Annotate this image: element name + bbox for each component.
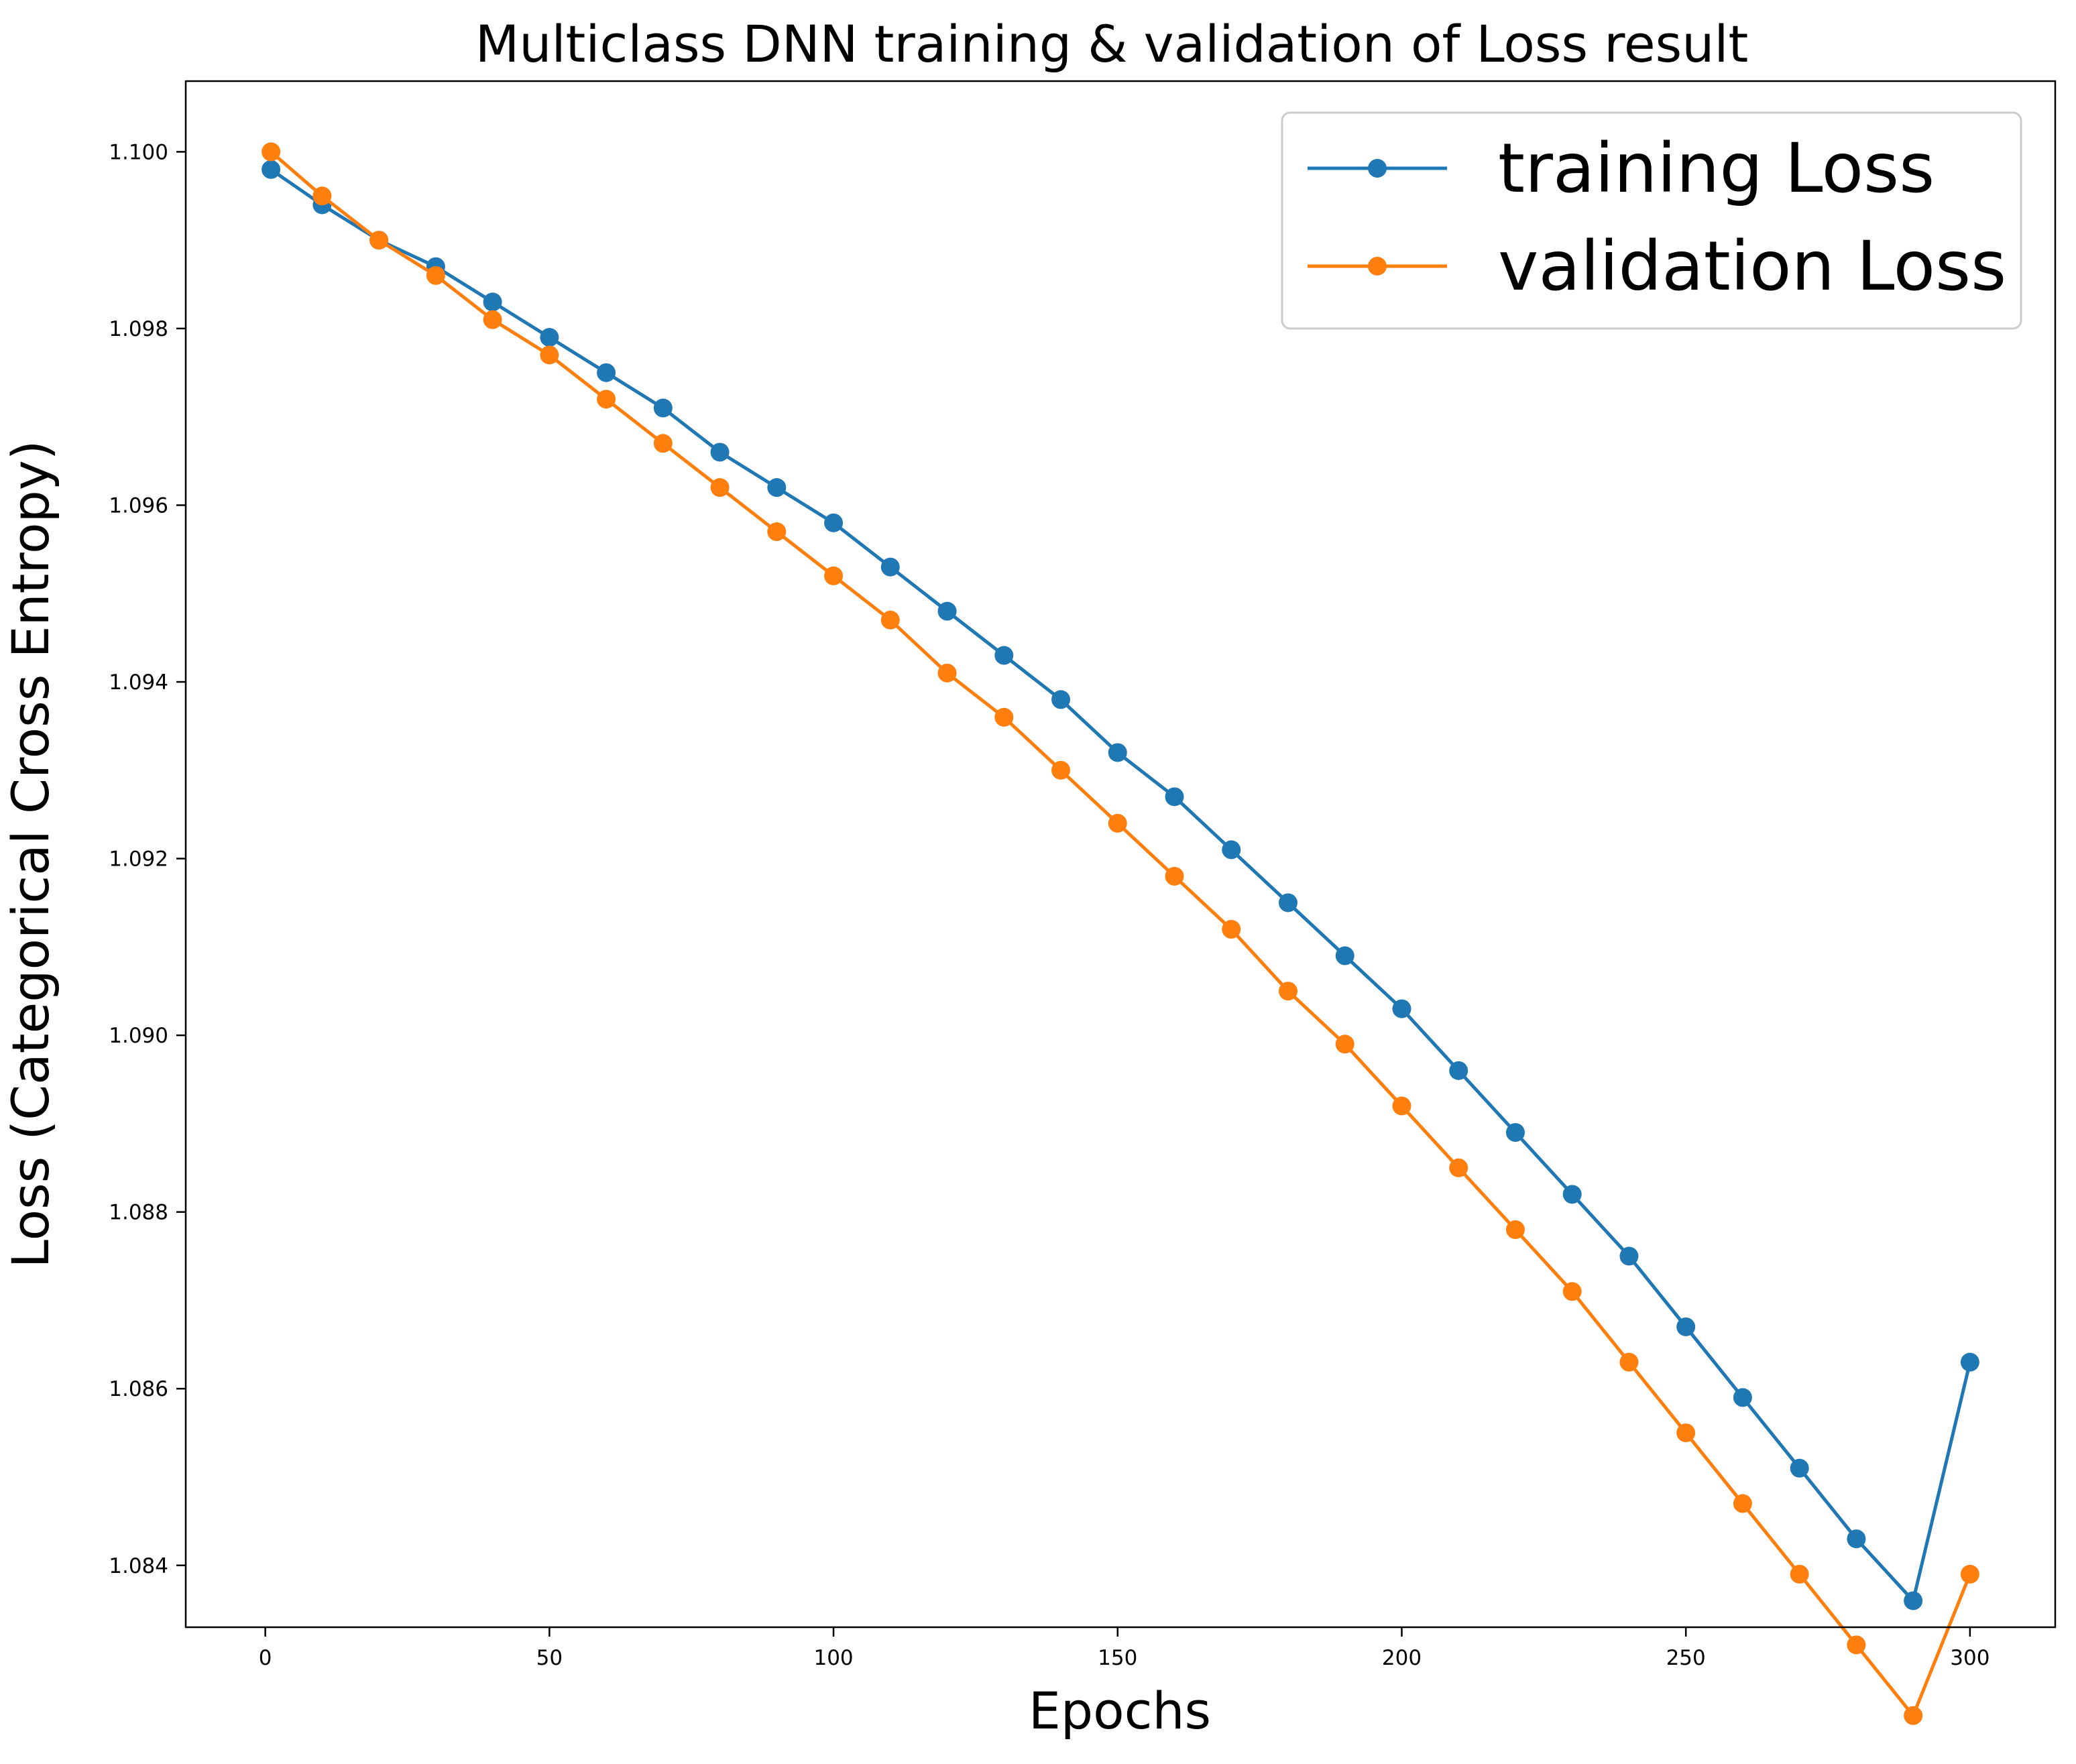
data-point — [880, 557, 900, 577]
data-point — [1960, 1352, 1979, 1372]
data-point — [426, 266, 445, 285]
y-tick-label: 1.094 — [109, 670, 168, 695]
x-axis-title: Epochs — [1029, 1681, 1211, 1741]
axis-ticks: 0 50 100 150 200 250 300 1.084 1.086 1.088 1.090 1.… — [109, 140, 1990, 1670]
legend-marker-validation — [1368, 257, 1387, 276]
y-tick-label: 1.090 — [109, 1024, 168, 1048]
data-point — [1733, 1494, 1752, 1513]
data-point — [540, 345, 559, 365]
x-tick-label: 100 — [813, 1646, 853, 1670]
data-point — [1222, 840, 1241, 860]
data-point — [1562, 1185, 1582, 1204]
data-point — [880, 610, 900, 630]
data-point — [483, 292, 502, 312]
data-point — [1335, 1035, 1354, 1054]
data-point — [1505, 1123, 1525, 1142]
x-tick-label: 0 — [259, 1646, 272, 1670]
data-point — [369, 231, 389, 250]
data-point — [262, 160, 281, 179]
data-point — [1847, 1635, 1866, 1655]
y-tick-label: 1.084 — [109, 1554, 168, 1578]
series-training-loss — [262, 160, 1979, 1610]
data-point — [483, 310, 502, 329]
data-point — [597, 390, 616, 409]
data-point — [767, 522, 787, 542]
data-point — [824, 513, 844, 532]
legend: training Loss validation Loss — [1281, 111, 2022, 330]
data-point — [1904, 1591, 1923, 1610]
data-point — [710, 478, 730, 497]
data-point — [1733, 1388, 1752, 1407]
data-point — [653, 398, 673, 418]
legend-box — [1281, 111, 2022, 330]
data-point — [1904, 1706, 1923, 1725]
y-tick-label: 1.088 — [109, 1201, 168, 1225]
y-tick-label: 1.092 — [109, 847, 168, 872]
legend-marker-training — [1368, 159, 1387, 178]
data-point — [1222, 920, 1241, 939]
y-tick-label: 1.096 — [109, 494, 168, 518]
x-tick-label: 150 — [1098, 1646, 1137, 1670]
legend-label-training: training Loss — [1498, 129, 1935, 209]
data-point — [710, 443, 730, 462]
data-point — [1562, 1282, 1582, 1301]
data-point — [937, 663, 957, 683]
data-point — [312, 186, 332, 206]
x-tick-label: 300 — [1950, 1646, 1990, 1670]
data-point — [1108, 743, 1127, 762]
x-tick-label: 200 — [1382, 1646, 1422, 1670]
data-point — [1278, 893, 1298, 913]
data-point — [1449, 1158, 1468, 1177]
data-point — [540, 328, 559, 347]
data-point — [597, 363, 616, 382]
y-tick-label: 1.100 — [109, 140, 168, 164]
x-tick-label: 50 — [536, 1646, 563, 1670]
axes-frame — [184, 80, 2057, 1629]
data-point — [1619, 1246, 1639, 1266]
data-point — [1392, 999, 1411, 1018]
data-point — [1392, 1096, 1411, 1116]
data-point — [1278, 982, 1298, 1001]
y-tick-label: 1.086 — [109, 1377, 168, 1401]
data-point — [1165, 787, 1184, 807]
chart-title: Multiclass DNN training & validation of … — [475, 14, 1749, 74]
data-point — [937, 601, 957, 621]
data-point — [653, 434, 673, 453]
data-point — [1847, 1529, 1866, 1549]
x-tick-label: 250 — [1666, 1646, 1706, 1670]
data-point — [1108, 813, 1127, 833]
data-point — [262, 142, 281, 162]
data-point — [994, 646, 1014, 665]
plot-area — [262, 142, 1979, 1725]
data-point — [1960, 1564, 1979, 1584]
data-point — [1676, 1423, 1696, 1443]
data-point — [1335, 946, 1354, 965]
data-point — [1505, 1220, 1525, 1240]
y-axis-title: Loss (Categorical Cross Entropy) — [1, 440, 60, 1269]
data-point — [824, 566, 844, 585]
data-point — [1051, 760, 1071, 780]
data-point — [767, 478, 787, 497]
data-point — [1051, 690, 1071, 709]
y-tick-label: 1.098 — [109, 317, 168, 341]
series-validation-loss — [262, 142, 1979, 1725]
legend-label-validation: validation Loss — [1498, 227, 2006, 306]
data-point — [1165, 866, 1184, 886]
data-point — [1790, 1458, 1809, 1478]
data-point — [1449, 1061, 1468, 1080]
data-point — [1790, 1564, 1809, 1584]
data-point — [994, 707, 1014, 727]
data-point — [1676, 1317, 1696, 1336]
data-point — [1619, 1352, 1639, 1372]
